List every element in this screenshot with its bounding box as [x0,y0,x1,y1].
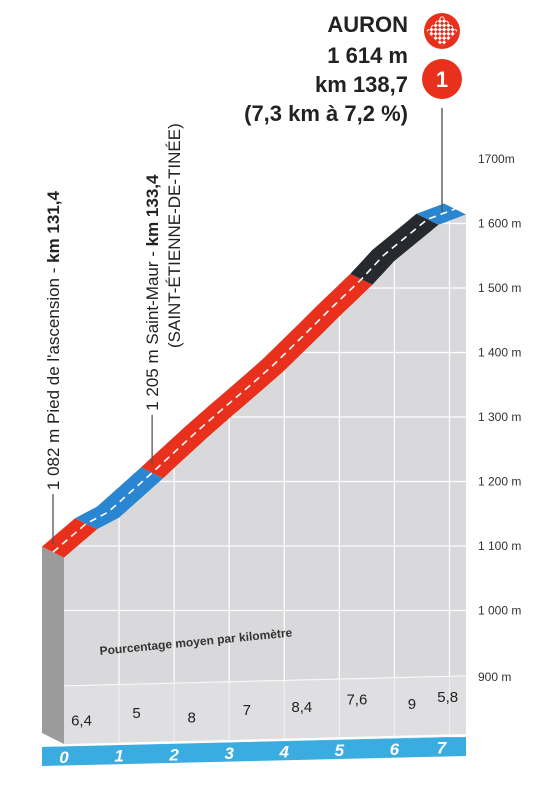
km-marker-1: 1 [114,747,123,766]
km-marker-4: 4 [279,743,290,762]
km-gradient-value: 7 [243,702,251,719]
waypoint-altitude: 1 205 m [143,345,162,411]
category-badge-icon: 1 [422,59,462,99]
altitude-tick-label: 1 200 m [478,475,521,489]
altitude-tick-label: 1 000 m [478,604,521,618]
km-gradient-value: 9 [408,696,416,713]
waypoint-altitude: 1 082 m [44,424,63,490]
km-axis-bar [42,737,466,766]
gradient-segment-3 [350,213,439,285]
summit-block: AURON 1 614 m km 138,7 (7,3 km à 7,2 %) … [244,12,462,212]
altitude-tick-label: 1 500 m [478,281,521,295]
waypoint-name: Saint-Maur - [143,246,162,344]
km-gradient-value: 8 [187,710,195,727]
km-gradient-value: 6,4 [71,712,92,729]
altitude-tick-label: 1 600 m [478,217,521,231]
climb-ground-area [64,214,466,745]
profile-dashed-line [52,208,456,553]
altitude-tick-label: 1 300 m [478,410,521,424]
km-gradient-value: 5 [132,705,140,722]
km-marker-3: 3 [224,744,234,763]
km-marker-6: 6 [390,740,400,759]
finish-flag-icon [424,13,460,49]
summit-km: km 138,7 [315,72,408,97]
km-marker-2: 2 [168,745,179,764]
gradient-segment-2 [141,273,373,479]
summit-climb-summary: (7,3 km à 7,2 %) [244,101,408,126]
km-gradient-value: 8,4 [291,699,312,716]
waypoint-sublabel: (SAINT-ÉTIENNE-DE-TINÉE) [165,123,184,348]
gradient-segment-0 [42,518,98,558]
category-badge-number: 1 [436,67,448,92]
summit-altitude: 1 614 m [327,43,408,68]
gradient-band [64,676,466,744]
climb-left-face [42,546,64,744]
waypoint-label: 1 082 m Pied de l'ascension - km 131,4 [44,191,63,491]
altitude-tick-label: 900 m [478,670,511,684]
km-gradient-value: 7,6 [346,691,367,708]
altitude-tick-label: 1 400 m [478,346,521,360]
km-marker-7: 7 [437,738,448,757]
waypoint-km: km 131,4 [44,191,63,263]
summit-name: AURON [327,12,408,37]
waypoint-label: 1 205 m Saint-Maur - km 133,4 [143,174,162,411]
altitude-tick-label: 1 100 m [478,539,521,553]
km-gradient-value: 5,8 [437,689,458,706]
altitude-tick-label: 1700m [478,152,515,166]
waypoint-name: Pied de l'ascension - [44,263,63,424]
km-marker-5: 5 [335,741,345,760]
km-marker-0: 0 [59,748,69,767]
waypoint-km: km 133,4 [143,174,162,246]
